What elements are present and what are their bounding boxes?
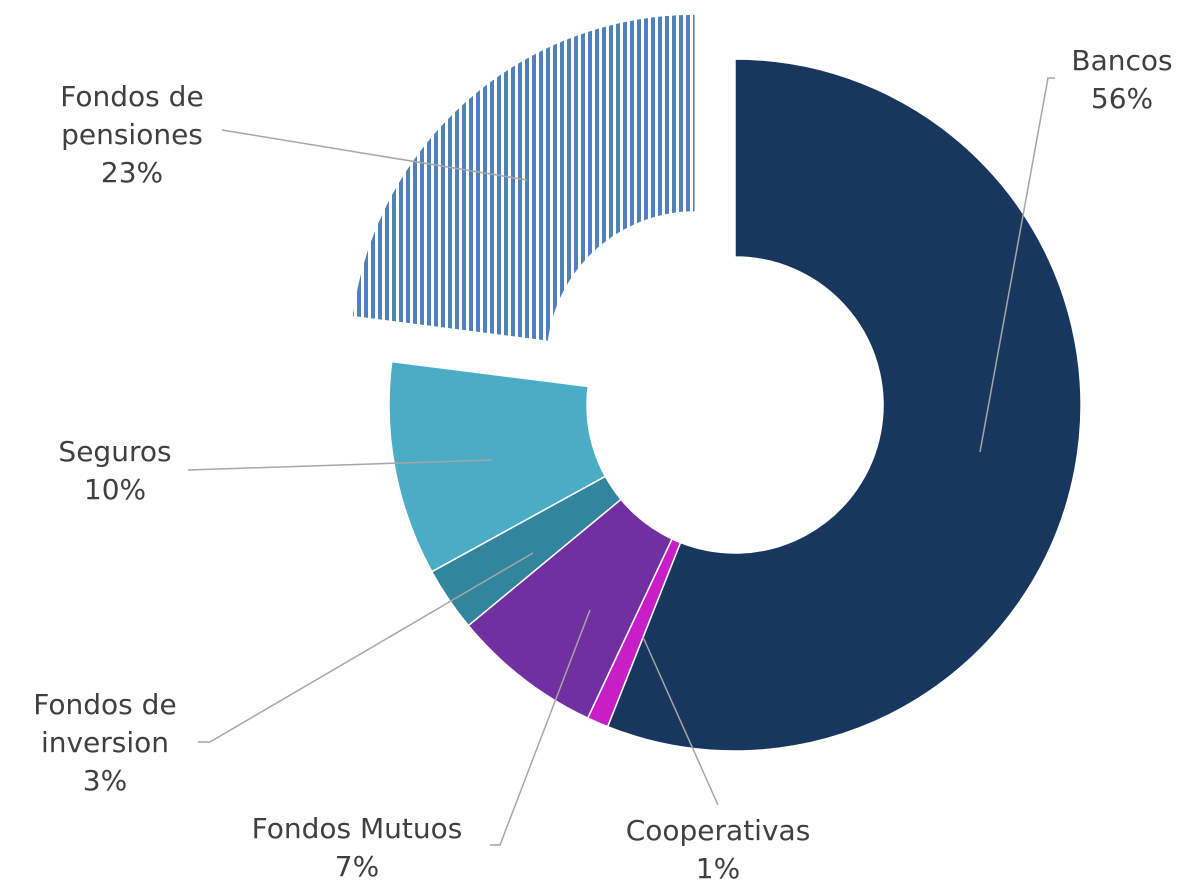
category-label: Fondos de pensiones [60,80,204,151]
leader-line [221,129,528,181]
leader-line [187,459,493,471]
leader-line [198,552,534,743]
data-label: Fondos Mutuos 7% [207,810,507,886]
category-label: Bancos [1071,44,1173,77]
data-label: Fondos de pensiones 23% [37,78,227,192]
leader-line [490,609,591,846]
data-label: Fondos de inversion 3% [10,686,200,800]
leader-line [979,77,1055,453]
value-label: 23% [100,156,164,189]
category-label: Fondos Mutuos [251,812,463,845]
donut-slice [351,13,697,343]
category-label: Seguros [58,435,172,468]
value-label: 7% [334,850,380,883]
value-label: 1% [695,852,741,885]
data-label: Seguros 10% [40,433,190,509]
value-label: 56% [1090,82,1154,115]
donut-slice [606,58,1082,752]
leader-line [642,636,719,806]
data-label: Bancos 56% [1047,42,1192,118]
category-label: Cooperativas [625,814,811,847]
value-label: 10% [83,473,147,506]
donut-slice [388,360,607,573]
category-label: Fondos de inversion [33,688,177,759]
value-label: 3% [82,764,128,797]
data-label: Cooperativas 1% [588,812,848,888]
